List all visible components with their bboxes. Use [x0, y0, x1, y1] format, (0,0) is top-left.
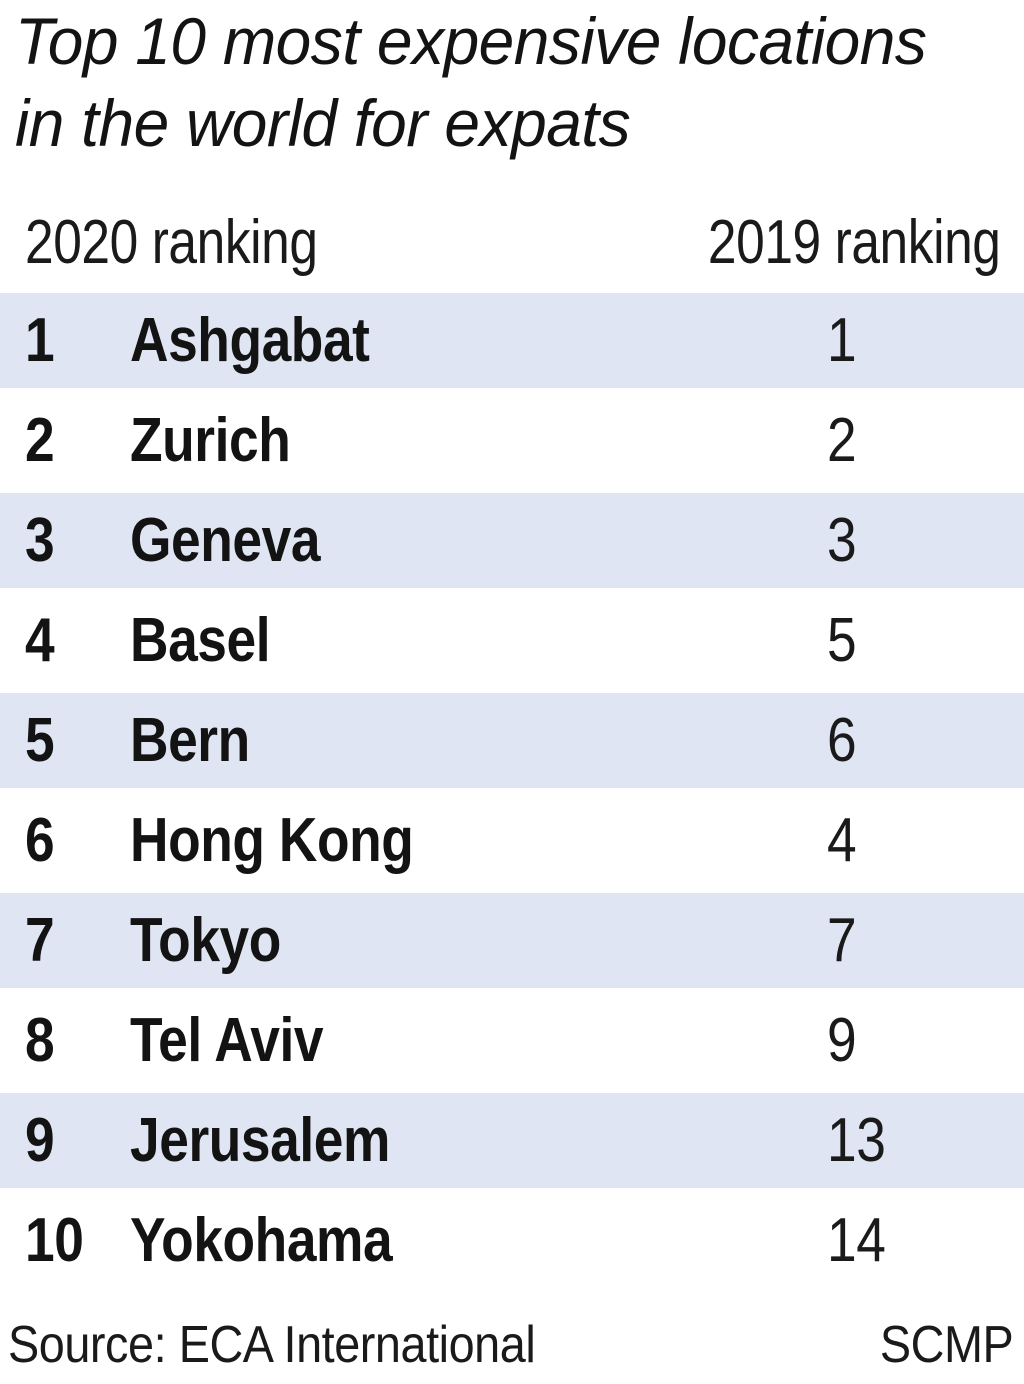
rank-2020-cell: 2 — [25, 406, 55, 475]
rank-2019-cell: 13 — [827, 1106, 886, 1175]
location-cell: Jerusalem — [130, 1106, 390, 1175]
location-cell: Hong Kong — [130, 806, 414, 875]
rank-2019-cell: 2 — [827, 406, 857, 475]
page-title-line2: in the world for expats — [15, 86, 631, 160]
footer: Source: ECA International SCMP — [8, 1315, 1013, 1375]
column-header-2019-ranking: 2019 ranking — [707, 208, 1000, 277]
table-row-jerusalem: 9 Jerusalem 13 — [0, 1093, 1024, 1188]
location-cell: Yokohama — [130, 1206, 393, 1275]
rank-2020-cell: 10 — [25, 1206, 84, 1275]
page-title-line1: Top 10 most expensive locations — [15, 4, 927, 78]
source-credit: Source: ECA International — [8, 1316, 536, 1374]
location-cell: Bern — [130, 706, 250, 775]
rank-2020-cell: 4 — [25, 606, 55, 675]
rank-2020-cell: 7 — [25, 906, 55, 975]
location-cell: Basel — [130, 606, 271, 675]
column-header-2020-ranking: 2020 ranking — [25, 208, 318, 277]
rank-2019-cell: 3 — [827, 506, 857, 575]
rank-2020-cell: 6 — [25, 806, 55, 875]
rank-2020-cell: 8 — [25, 1006, 55, 1075]
rank-2019-cell: 14 — [827, 1206, 886, 1275]
publisher-credit: SCMP — [879, 1316, 1014, 1374]
rank-2020-cell: 3 — [25, 506, 55, 575]
column-headers: 2020 ranking 2019 ranking — [0, 208, 1024, 278]
rank-2019-cell: 4 — [827, 806, 857, 875]
table-row-hong-kong: 6 Hong Kong 4 — [0, 793, 1024, 888]
rank-2019-cell: 1 — [827, 306, 857, 375]
page-title: Top 10 most expensive locations in the w… — [15, 0, 955, 164]
location-cell: Zurich — [130, 406, 291, 475]
rank-2019-cell: 7 — [827, 906, 857, 975]
rank-2019-cell: 5 — [827, 606, 857, 675]
table-row-zurich: 2 Zurich 2 — [0, 393, 1024, 488]
rank-2020-cell: 9 — [25, 1106, 55, 1175]
location-cell: Tel Aviv — [130, 1006, 324, 1075]
rank-2020-cell: 1 — [25, 306, 55, 375]
rank-2020-cell: 5 — [25, 706, 55, 775]
table-row-geneva: 3 Geneva 3 — [0, 493, 1024, 588]
ranking-table: 1 Ashgabat 1 2 Zurich 2 3 Geneva 3 4 Bas… — [0, 293, 1024, 1293]
table-row-yokohama: 10 Yokohama 14 — [0, 1193, 1024, 1288]
location-cell: Ashgabat — [130, 306, 370, 375]
rank-2019-cell: 9 — [827, 1006, 857, 1075]
table-row-tel-aviv: 8 Tel Aviv 9 — [0, 993, 1024, 1088]
table-row-bern: 5 Bern 6 — [0, 693, 1024, 788]
location-cell: Geneva — [130, 506, 321, 575]
location-cell: Tokyo — [130, 906, 281, 975]
table-row-ashgabat: 1 Ashgabat 1 — [0, 293, 1024, 388]
table-row-tokyo: 7 Tokyo 7 — [0, 893, 1024, 988]
rank-2019-cell: 6 — [827, 706, 857, 775]
table-row-basel: 4 Basel 5 — [0, 593, 1024, 688]
